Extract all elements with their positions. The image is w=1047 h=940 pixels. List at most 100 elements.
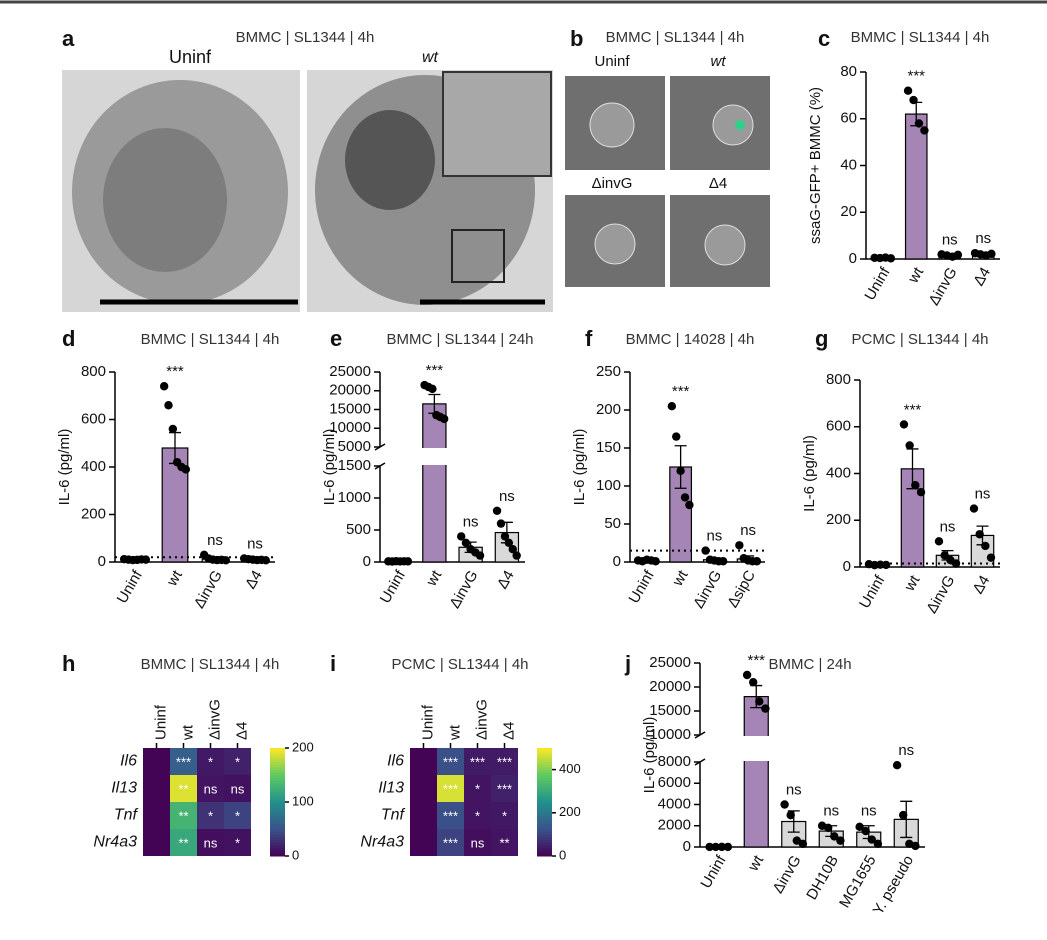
colorbar-step — [270, 802, 285, 806]
y-axis-label: IL-6 (pg/ml) — [321, 429, 338, 506]
colorbar-step — [270, 834, 285, 838]
data-point — [159, 382, 169, 391]
row-label: Il13 — [111, 780, 137, 797]
data-point — [749, 678, 758, 687]
colorbar-step — [537, 783, 552, 787]
data-point — [492, 506, 502, 515]
cell — [589, 102, 635, 148]
colorbar-step — [270, 850, 285, 854]
y-tick-label: 10000 — [329, 419, 371, 436]
x-tick-label: ΔinvG — [923, 572, 958, 616]
data-point — [680, 493, 690, 502]
y-tick-label: 600 — [826, 418, 851, 435]
data-point — [969, 504, 979, 513]
panel-title: PCMC | SL1344 | 4h — [391, 656, 528, 673]
data-point — [940, 551, 949, 560]
data-point — [873, 839, 883, 849]
colorbar-step — [270, 799, 285, 803]
significance-label: *** — [904, 401, 922, 418]
panel-letter: e — [330, 326, 342, 351]
colorbar-step — [537, 837, 552, 841]
colorbar-step — [537, 769, 552, 773]
panel-title: BMMC | SL1344 | 4h — [141, 656, 280, 673]
heat-cell — [224, 802, 251, 829]
colorbar-step — [537, 818, 552, 822]
data-point — [141, 555, 151, 564]
cell-label: * — [235, 754, 240, 769]
significance-label: ns — [823, 803, 839, 820]
bar — [743, 695, 769, 848]
heat-cell — [224, 748, 251, 775]
x-tick-label: ΔinvG — [191, 567, 226, 611]
heat-cell — [491, 748, 518, 775]
significance-label: ns — [942, 231, 958, 248]
panel-title: BMMC | 14028 | 4h — [626, 331, 755, 348]
colorbar-step — [537, 834, 552, 838]
panel-title: BMMC | SL1344 | 4h — [236, 29, 375, 46]
panel-a: a BMMC | SL1344 | 4h Uninf wt — [62, 26, 553, 312]
cell-label: *** — [176, 754, 191, 769]
y-tick-label: 20000 — [649, 678, 691, 695]
data-point — [798, 839, 808, 849]
data-point — [500, 532, 510, 541]
data-point — [676, 466, 685, 475]
x-tick-label: Uninf — [861, 264, 894, 304]
colorbar-step — [537, 804, 552, 808]
panel-b: b BMMC | SL1344 | 4h Uninf wt ΔinvG Δ4 — [565, 26, 770, 287]
colorbar-step — [537, 853, 552, 857]
data-point — [780, 800, 789, 809]
colorbar-step — [537, 785, 552, 789]
cell-label: ** — [178, 781, 188, 796]
colorbar-step — [270, 780, 285, 784]
data-point — [461, 538, 471, 547]
significance-label: ns — [706, 528, 722, 545]
colorbar-step — [537, 820, 552, 825]
x-tick-label: ΔinvG — [446, 567, 481, 611]
data-point — [701, 546, 710, 555]
colorbar-step — [270, 839, 285, 843]
colorbar-step — [537, 815, 552, 819]
image-label: Uninf — [594, 53, 630, 70]
heat-cell — [410, 802, 437, 829]
data-point — [752, 557, 762, 566]
data-point — [504, 538, 514, 547]
y-tick-label: 200 — [81, 505, 106, 522]
colorbar-step — [270, 783, 285, 787]
x-tick-label: Uninf — [697, 852, 730, 892]
colorbar-step — [270, 777, 285, 781]
y-tick-label: 200 — [596, 401, 621, 418]
significance-label: ns — [940, 518, 956, 535]
column-label: Uninf — [152, 704, 169, 740]
data-point — [457, 532, 466, 541]
data-point — [911, 841, 920, 851]
y-tick-label: 1500 — [338, 457, 371, 474]
data-point — [903, 86, 913, 95]
heat-cell — [410, 829, 437, 856]
x-tick-label: ΔinvG — [769, 852, 804, 896]
y-tick-label: 800 — [81, 363, 106, 380]
colorbar-step — [537, 847, 552, 852]
axis-break — [694, 731, 706, 739]
panel-letter: i — [330, 651, 336, 676]
data-point — [987, 249, 996, 259]
data-point — [651, 557, 660, 566]
colorbar-step — [270, 748, 285, 752]
bar — [161, 447, 189, 563]
panel-letter: d — [62, 326, 75, 351]
data-point — [718, 557, 728, 566]
significance-label: ns — [975, 486, 991, 503]
data-point — [786, 810, 795, 820]
cell-label: * — [235, 835, 240, 850]
x-tick-label: ΔsipC — [724, 567, 759, 610]
colorbar-step — [537, 780, 552, 784]
colorbar-step — [270, 804, 285, 808]
data-point — [981, 541, 990, 551]
colorbar-step — [270, 764, 285, 768]
cell-label: * — [208, 808, 213, 823]
axis-break — [694, 758, 706, 766]
data-point — [934, 537, 944, 546]
colorbar-step — [270, 812, 285, 816]
data-point — [705, 842, 714, 852]
significance-label: ns — [740, 522, 756, 539]
heat-cell — [170, 775, 197, 802]
